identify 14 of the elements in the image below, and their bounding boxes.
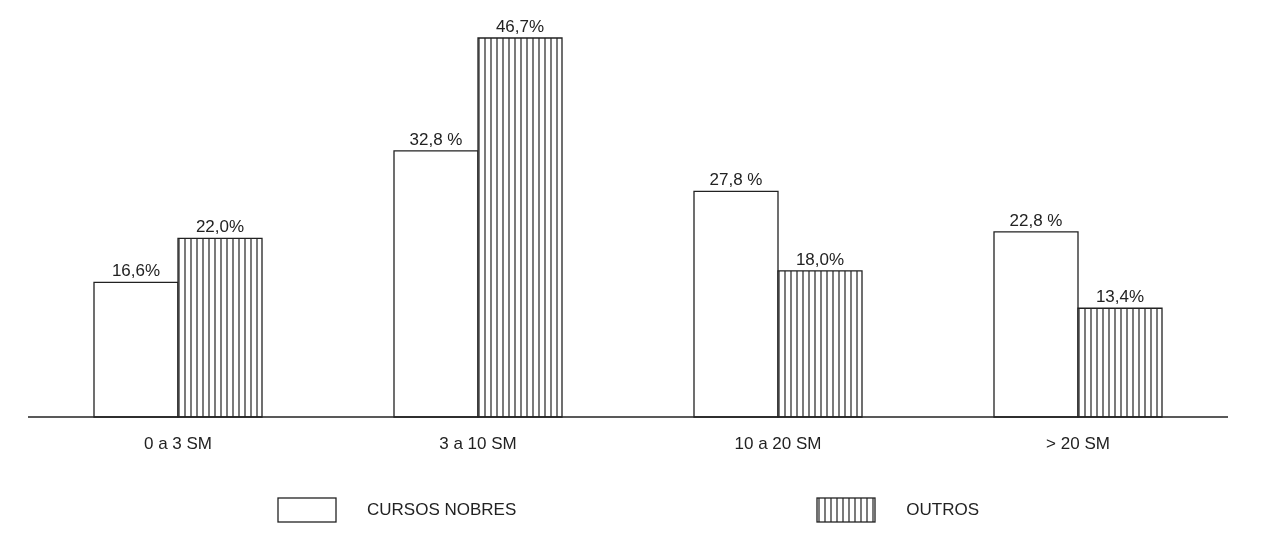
x-tick-label: 10 a 20 SM: [734, 434, 822, 454]
x-tick-label: 0 a 3 SM: [143, 434, 213, 454]
legend-label: OUTROS: [906, 500, 979, 520]
data-label: 22,8 %: [1009, 210, 1063, 230]
data-label: 32,8 %: [409, 129, 463, 149]
x-tick-label: 3 a 10 SM: [439, 434, 517, 454]
data-label: 18,0%: [795, 249, 845, 269]
data-label: 46,7%: [495, 17, 545, 36]
data-label: 27,8 %: [709, 170, 763, 190]
legend-label: CURSOS NOBRES: [367, 500, 517, 520]
data-label: 16,6%: [111, 261, 161, 281]
data-label: 22,0%: [195, 217, 245, 237]
x-tick-label: > 20 SM: [1046, 434, 1110, 454]
data-label: 13,4%: [1095, 287, 1145, 307]
